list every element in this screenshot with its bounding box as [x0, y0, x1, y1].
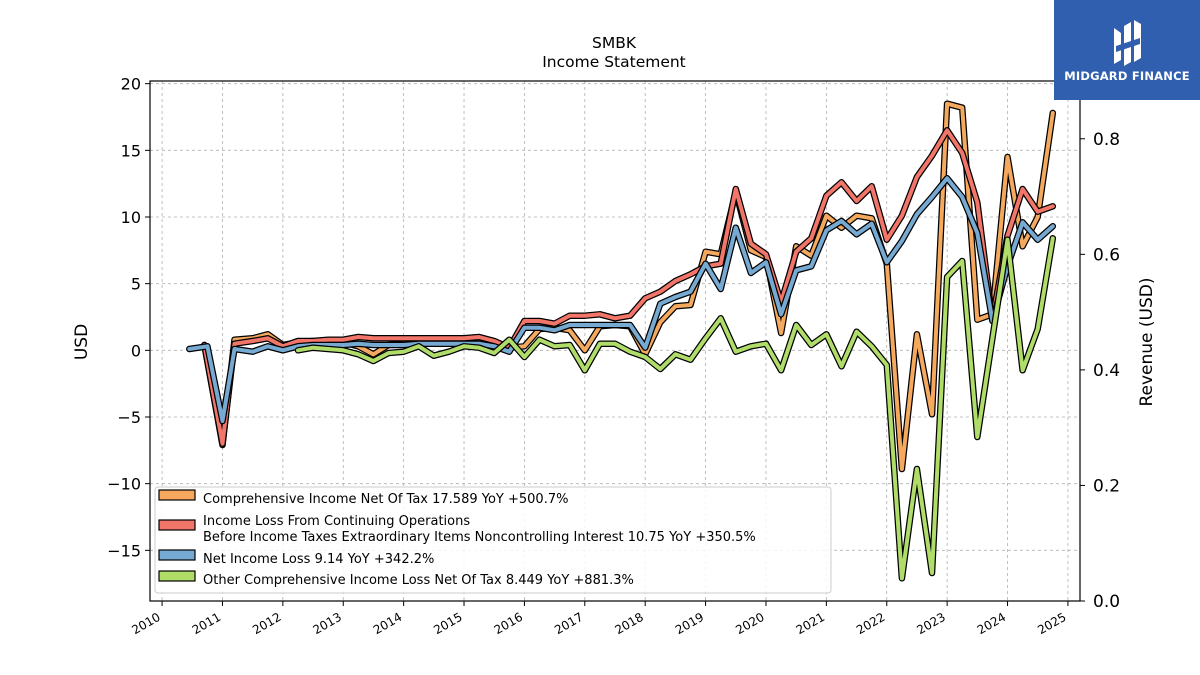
legend-swatch — [158, 549, 196, 561]
x-tick-label: 2021 — [794, 610, 827, 637]
x-tick-label: 2024 — [975, 610, 1008, 637]
series-3-line — [186, 175, 1057, 425]
y2-tick-label: 0.2 — [1093, 476, 1120, 496]
legend-label: Net Income Loss 9.14 YoY +342.2% — [203, 552, 434, 567]
y-tick-label: 10 — [121, 208, 141, 227]
midgard-finance-logo: MIDGARD FINANCE — [1054, 0, 1200, 100]
series-outline — [201, 100, 1057, 473]
x-tick-label: 2020 — [733, 610, 766, 637]
y-tick-label: −10 — [107, 475, 141, 494]
legend-label: Other Comprehensive Income Loss Net Of T… — [203, 573, 634, 588]
x-tick-label: 2011 — [190, 610, 223, 637]
y-tick-label: −5 — [117, 408, 141, 427]
legend-box — [154, 486, 832, 594]
x-tick-label: 2018 — [612, 610, 645, 637]
x-tick-label: 2017 — [552, 610, 585, 637]
y2-tick-label: 0.0 — [1093, 592, 1120, 612]
y-tick-label: 20 — [121, 75, 141, 94]
legend-swatch — [158, 519, 196, 531]
logo-mark-icon — [1114, 20, 1141, 66]
series-stroke — [187, 176, 1055, 423]
x-tick-label: 2015 — [431, 610, 464, 637]
x-tick-label: 2023 — [914, 610, 947, 637]
series-stroke — [296, 236, 1055, 581]
x-tick-label: 2019 — [673, 610, 706, 637]
x-tick-label: 2013 — [311, 610, 344, 637]
logo-text: MIDGARD FINANCE — [1064, 69, 1190, 83]
legend-swatch — [158, 570, 196, 582]
x-tick-label: 2014 — [371, 610, 404, 637]
y-tick-label: 5 — [131, 275, 141, 294]
legend-label: Comprehensive Income Net Of Tax 17.589 Y… — [203, 492, 568, 507]
x-tick-label: 2010 — [129, 610, 162, 637]
series-stroke — [202, 101, 1055, 471]
y-axis-label: USD — [72, 324, 92, 360]
secondary-y-axis-label: Revenue (USD) — [1137, 277, 1157, 406]
series-4-line — [294, 235, 1057, 582]
legend-label: Income Loss From Continuing Operations — [203, 514, 470, 529]
series-1-line — [201, 100, 1057, 473]
grid-lines — [150, 81, 1080, 601]
series-stroke — [202, 128, 1055, 446]
series-2-line — [201, 127, 1057, 447]
y-tick-label: −15 — [107, 541, 141, 560]
chart-subtitle: Income Statement — [542, 53, 686, 71]
legend-swatch — [158, 489, 196, 501]
x-tick-label: 2025 — [1035, 610, 1068, 637]
y2-tick-label: 0.4 — [1093, 361, 1120, 381]
y2-tick-label: 0.8 — [1093, 130, 1120, 150]
y-tick-label: 15 — [121, 141, 141, 160]
x-tick-label: 2016 — [492, 610, 525, 637]
y-tick-label: 0 — [131, 341, 141, 360]
y2-tick-label: 0.6 — [1093, 245, 1120, 265]
legend: Comprehensive Income Net Of Tax 17.589 Y… — [154, 486, 832, 594]
plot-frame — [149, 80, 1081, 602]
legend-label: Before Income Taxes Extraordinary Items … — [203, 530, 756, 545]
x-tick-label: 2022 — [854, 610, 887, 637]
chart-title: SMBK — [592, 34, 637, 52]
x-tick-label: 2012 — [250, 610, 283, 637]
series-lines — [186, 100, 1057, 582]
